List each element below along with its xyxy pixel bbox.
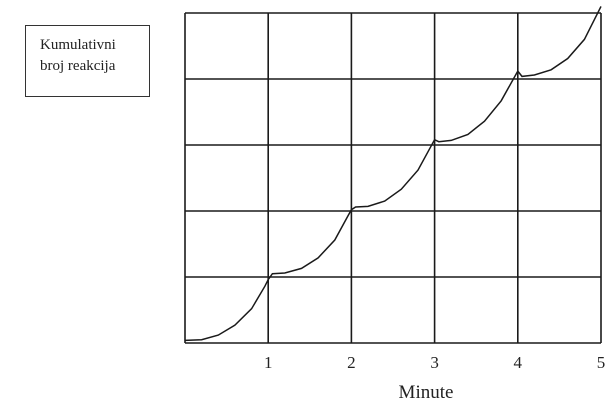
- y-axis-label-box: Kumulativni broj reakcija: [25, 25, 150, 97]
- x-tick-label: 3: [430, 353, 439, 372]
- y-axis-label-line-2: broj reakcija: [40, 58, 116, 74]
- y-axis-label-line-1: Kumulativni: [40, 37, 116, 53]
- grid: [184, 12, 602, 344]
- x-tick-label: 5: [597, 353, 606, 372]
- series: [184, 6, 602, 342]
- series-line-cumulative-reactions: [184, 6, 602, 342]
- x-tick-label: 4: [514, 353, 523, 372]
- x-tick-labels: 1 2 3 4 5: [264, 353, 605, 372]
- x-axis-title: Minute: [399, 382, 454, 403]
- x-tick-label: 2: [347, 353, 356, 372]
- x-tick-label: 1: [264, 353, 273, 372]
